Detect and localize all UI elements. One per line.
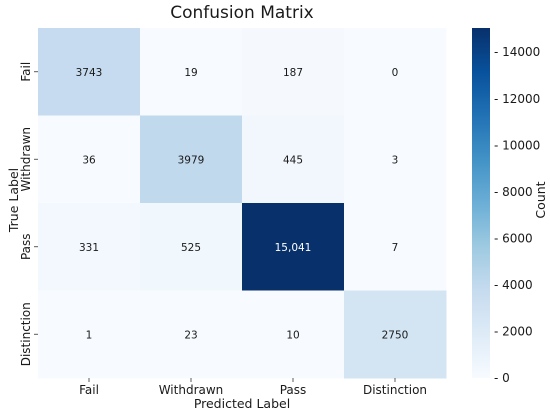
chart-title: Confusion Matrix xyxy=(170,3,314,23)
cell-value-label: 19 xyxy=(184,67,197,79)
x-tick-label: Fail xyxy=(79,383,99,397)
heatmap-cell xyxy=(242,28,345,116)
x-tick-label: Pass xyxy=(280,383,307,397)
colorbar-tick-label: - 4000 xyxy=(494,278,533,292)
cell-value-label: 187 xyxy=(283,67,303,79)
colorbar xyxy=(472,28,490,378)
cell-value-label: 23 xyxy=(184,329,197,341)
colorbar-tick-label: - 10000 xyxy=(494,138,540,152)
cell-value-label: 15,041 xyxy=(275,242,312,254)
colorbar-tick-label: - 6000 xyxy=(494,231,533,245)
heatmap-cell xyxy=(38,203,141,291)
colorbar-tick-label: - 2000 xyxy=(494,324,533,338)
heatmap-cell xyxy=(344,290,447,379)
y-tick-label: Withdrawn xyxy=(19,127,33,192)
heatmap-cell xyxy=(242,115,345,204)
y-tick-label: Distinction xyxy=(19,302,33,366)
cell-value-label: 2750 xyxy=(382,329,409,341)
cell-value-label: 331 xyxy=(79,242,99,254)
cell-value-label: 445 xyxy=(283,154,303,166)
heatmap-cell xyxy=(242,203,345,291)
heatmap-cell xyxy=(140,115,243,204)
heatmap-cell xyxy=(38,28,141,116)
colorbar-ticks: - 0 - 2000 - 4000 - 6000 - 8000 - 10000 - 1200… xyxy=(494,45,540,385)
heatmap-cells xyxy=(38,28,447,379)
heatmap-cell-labels: 3743 19 187 0 36 3979 445 3 331 525 15,041 7 1 23 10 27… xyxy=(76,67,409,342)
cell-value-label: 1 xyxy=(86,329,93,341)
cell-value-label: 0 xyxy=(392,67,399,79)
x-axis-label: Predicted Label xyxy=(194,396,290,411)
cell-value-label: 3 xyxy=(392,154,399,166)
cell-value-label: 7 xyxy=(392,242,399,254)
colorbar-tick-label: - 14000 xyxy=(494,45,540,59)
heatmap-cell xyxy=(38,115,141,204)
heatmap-cell xyxy=(242,290,345,379)
cell-value-label: 3979 xyxy=(178,154,205,166)
x-tick-labels: Fail Withdrawn Pass Distinction xyxy=(79,378,427,397)
cell-value-label: 36 xyxy=(82,154,96,166)
colorbar-tick-label: - 12000 xyxy=(494,92,540,106)
heatmap-cell xyxy=(140,28,243,116)
x-tick-label: Withdrawn xyxy=(159,383,224,397)
cell-value-label: 10 xyxy=(286,329,299,341)
y-tick-label: Pass xyxy=(19,233,33,260)
heatmap-cell xyxy=(140,290,243,379)
heatmap-cell xyxy=(344,203,447,291)
colorbar-label: Count xyxy=(533,181,548,218)
heatmap-cell xyxy=(140,203,243,291)
y-tick-label: Fail xyxy=(19,62,33,82)
y-axis-label: True Label xyxy=(6,168,21,233)
heatmap-cell xyxy=(344,28,447,116)
x-tick-label: Distinction xyxy=(363,383,427,397)
heatmap-cell xyxy=(38,290,141,379)
heatmap-cell xyxy=(344,115,447,204)
cell-value-label: 525 xyxy=(181,242,201,254)
colorbar-tick-label: - 0 xyxy=(494,371,510,385)
colorbar-tick-label: - 8000 xyxy=(494,185,533,199)
y-tick-labels: Fail Withdrawn Pass Distinction xyxy=(19,62,38,366)
cell-value-label: 3743 xyxy=(76,67,103,79)
